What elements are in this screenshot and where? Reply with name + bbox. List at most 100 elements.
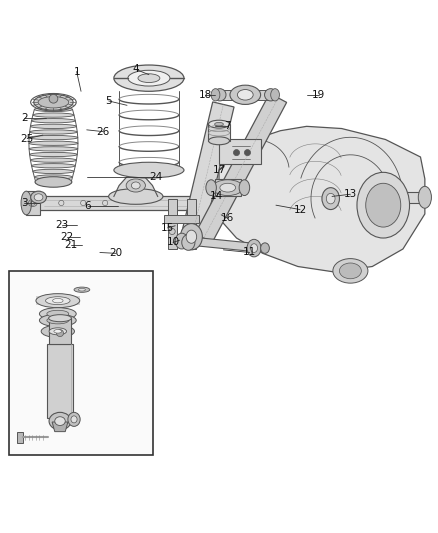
Polygon shape: [49, 318, 71, 344]
Ellipse shape: [54, 329, 62, 333]
Ellipse shape: [186, 230, 197, 243]
Ellipse shape: [247, 239, 261, 257]
Bar: [168, 199, 177, 249]
Ellipse shape: [49, 94, 58, 103]
Text: 24: 24: [149, 172, 162, 182]
Ellipse shape: [230, 85, 261, 104]
Ellipse shape: [220, 183, 236, 192]
Text: 22: 22: [60, 232, 73, 242]
Bar: [219, 140, 261, 164]
Ellipse shape: [33, 169, 74, 174]
Bar: [164, 215, 199, 223]
Text: 2: 2: [21, 112, 28, 123]
Text: 25: 25: [21, 134, 34, 143]
Ellipse shape: [357, 172, 410, 238]
Text: 11: 11: [243, 247, 256, 257]
Bar: [219, 90, 272, 100]
Text: 4: 4: [132, 64, 139, 75]
Ellipse shape: [180, 223, 202, 250]
Polygon shape: [195, 93, 286, 243]
Ellipse shape: [208, 120, 230, 128]
Ellipse shape: [265, 88, 277, 101]
Ellipse shape: [29, 141, 78, 146]
Ellipse shape: [418, 187, 431, 208]
Polygon shape: [52, 422, 68, 432]
Ellipse shape: [237, 90, 253, 100]
Polygon shape: [219, 126, 425, 272]
Text: 19: 19: [312, 90, 325, 100]
Ellipse shape: [29, 147, 78, 151]
Ellipse shape: [215, 123, 223, 126]
Ellipse shape: [47, 310, 69, 317]
Ellipse shape: [36, 294, 80, 308]
Text: 10: 10: [166, 237, 180, 247]
Ellipse shape: [41, 325, 74, 337]
Ellipse shape: [49, 314, 71, 322]
Ellipse shape: [34, 107, 73, 111]
Text: 17: 17: [212, 165, 226, 175]
Ellipse shape: [322, 188, 339, 209]
Ellipse shape: [57, 329, 64, 336]
Text: 20: 20: [110, 248, 123, 259]
Text: 23: 23: [56, 220, 69, 230]
Ellipse shape: [47, 317, 69, 324]
Polygon shape: [193, 238, 258, 252]
Ellipse shape: [31, 191, 46, 204]
Text: 7: 7: [224, 122, 231, 131]
Ellipse shape: [71, 416, 77, 423]
Text: 14: 14: [210, 191, 223, 201]
Ellipse shape: [29, 135, 78, 140]
Ellipse shape: [46, 297, 70, 304]
Ellipse shape: [208, 137, 230, 145]
Text: 18: 18: [198, 90, 212, 100]
Polygon shape: [379, 192, 425, 203]
Text: 26: 26: [96, 127, 110, 136]
Ellipse shape: [53, 298, 63, 303]
Ellipse shape: [49, 328, 67, 335]
Bar: [187, 199, 196, 249]
Polygon shape: [17, 432, 23, 442]
Ellipse shape: [109, 189, 163, 204]
Text: 1: 1: [73, 67, 80, 77]
Polygon shape: [26, 191, 40, 215]
Ellipse shape: [30, 124, 77, 128]
Ellipse shape: [206, 180, 216, 196]
Ellipse shape: [34, 194, 43, 201]
Ellipse shape: [114, 65, 184, 91]
Ellipse shape: [339, 263, 361, 279]
Ellipse shape: [74, 287, 90, 292]
Ellipse shape: [175, 233, 188, 249]
Text: 3: 3: [21, 198, 28, 208]
Ellipse shape: [39, 314, 76, 327]
Ellipse shape: [131, 182, 140, 189]
Ellipse shape: [214, 88, 226, 101]
Ellipse shape: [182, 235, 195, 251]
Ellipse shape: [251, 244, 258, 253]
Ellipse shape: [34, 94, 73, 110]
Ellipse shape: [30, 130, 77, 134]
Ellipse shape: [30, 158, 77, 162]
Polygon shape: [36, 296, 80, 305]
Ellipse shape: [326, 193, 335, 204]
Ellipse shape: [244, 150, 251, 156]
Ellipse shape: [32, 164, 75, 168]
Text: 15: 15: [161, 223, 174, 233]
Ellipse shape: [34, 175, 73, 179]
Polygon shape: [39, 197, 219, 209]
Ellipse shape: [138, 74, 160, 83]
Ellipse shape: [35, 177, 72, 187]
Bar: [9, 271, 153, 455]
Text: 5: 5: [105, 96, 112, 106]
Text: 16: 16: [221, 213, 234, 223]
Ellipse shape: [33, 113, 74, 117]
Text: 6: 6: [84, 201, 91, 211]
Text: 13: 13: [344, 189, 357, 199]
Ellipse shape: [239, 180, 250, 196]
Ellipse shape: [128, 70, 170, 86]
Ellipse shape: [21, 191, 32, 215]
Ellipse shape: [36, 181, 71, 185]
Ellipse shape: [233, 150, 240, 156]
Polygon shape: [47, 344, 73, 418]
Text: 21: 21: [64, 240, 78, 251]
Ellipse shape: [271, 88, 279, 101]
